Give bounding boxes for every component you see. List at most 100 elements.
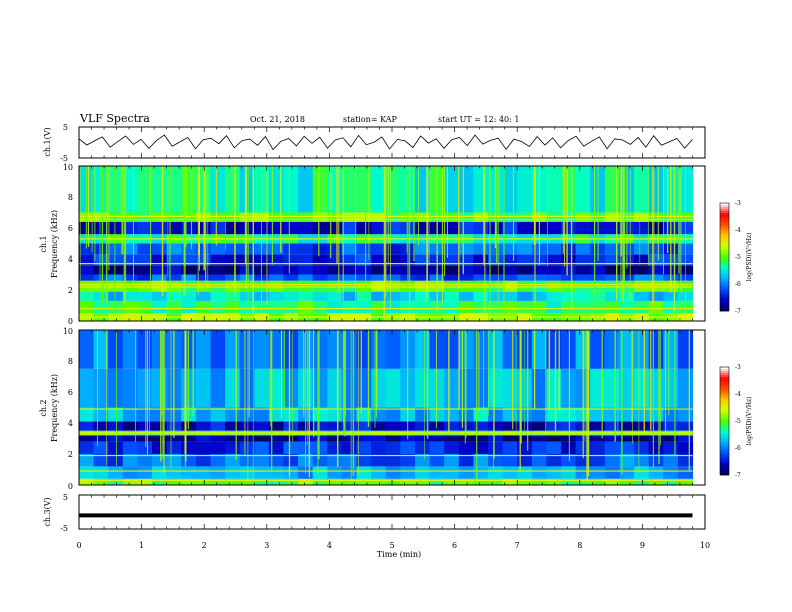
ch2-colorbar-step [720, 465, 729, 468]
ch1-spec-band-cell [488, 243, 504, 255]
ch1-spec-band-cell [341, 300, 358, 314]
ch1-spec-band-cell [444, 254, 460, 266]
ch1-spec-band-cell [210, 291, 226, 301]
ch1-spec-label: ch.1 [39, 235, 48, 252]
ch1-spec-band-cell [108, 212, 124, 222]
ch1-spec-band-cell [122, 300, 138, 314]
ch1-spec-band-cell [268, 212, 285, 222]
ch2-spec-band-cell [283, 478, 299, 485]
ch1-colorbar-step [720, 287, 729, 290]
ch2-colorbar-step [720, 395, 729, 398]
ch2-spec-band-cell [93, 435, 109, 442]
ch1-spec-band-cell [502, 280, 518, 292]
ch2-colorbar-step [720, 453, 729, 456]
ch1-colorbar-step [720, 259, 729, 262]
ch2-spec-band-cell [268, 454, 285, 467]
ch2-spec-band-cell [385, 454, 401, 467]
ch1-spec-band-cell [152, 212, 168, 222]
ch1-colorbar-step [720, 273, 729, 276]
ch2-spec-band-cell [619, 435, 635, 442]
ch2-spec-band-cell [429, 368, 445, 408]
ch2-spec-band-cell [166, 466, 182, 479]
ch1-spec-band-cell [239, 243, 255, 255]
ch1-colorbar-step [720, 275, 729, 278]
ch1-spec-band-cell [604, 274, 620, 281]
ch1-spec-band-cell [283, 243, 299, 255]
ch2-colorbar-step [720, 371, 729, 374]
ch2-spec-band-cell [283, 330, 299, 369]
ch1-spec-band-cell [488, 291, 504, 301]
ch2-spec-band-cell [517, 478, 533, 485]
ch2-spec-band-cell [517, 368, 533, 408]
ch1-spec-band-cell [181, 212, 197, 222]
ch2-spec-band-cell [663, 435, 679, 442]
ch1-spec-band-cell [444, 274, 460, 281]
ch2-spec-band-cell [561, 368, 577, 408]
ch2-spec-band-cell [268, 478, 285, 485]
ch2-spec-band-cell [634, 454, 650, 467]
ch2-colorbar-step [720, 461, 729, 464]
ch2-spec-band-cell [298, 478, 314, 485]
ch1-spec-band-cell [137, 274, 153, 281]
ch1-spec-band-cell [458, 280, 474, 292]
ch2-spec-band-cell [152, 368, 168, 408]
ch2-spec-band-cell [531, 407, 547, 422]
ch1-spec-band-cell [93, 212, 109, 222]
ch1-spec-band-cell [634, 300, 650, 314]
ch2-colorbar-step [720, 397, 729, 400]
ch2-spec-band-cell [385, 441, 401, 454]
ch2-spec-band-cell [634, 430, 650, 436]
ch2-spec-band-cell [473, 430, 489, 436]
ch1-colorbar-step [720, 251, 729, 254]
ch1-spec-band-cell [458, 300, 474, 314]
ch1-spec-band-cell [561, 280, 577, 292]
ch1-spec-band-cell [239, 166, 255, 213]
ch2-spec-band-cell [268, 430, 285, 436]
ch2-cb-tick-m3: -3 [735, 364, 741, 371]
ch1-spec-band-cell [327, 221, 343, 235]
ch1-spec-band-cell [415, 274, 431, 281]
ch1-colorbar-step [720, 293, 729, 296]
ch2-spec-band-cell [415, 466, 431, 479]
ch2-spec-band-cell [488, 407, 504, 422]
ch2-colorbar-label: log(PSD)(V²/Hz) [746, 397, 753, 446]
ch2-spec-band-cell [254, 368, 270, 408]
ch2-spec-band-cell [122, 435, 138, 442]
ch1-spec-band-cell [502, 254, 518, 266]
ch2-spec-band-cell [195, 435, 212, 442]
ch2-spec-band-cell [312, 368, 328, 408]
ch1-spec-band-cell [590, 300, 606, 314]
ch1-spec-band-cell [268, 166, 285, 213]
ch2-spec-band-cell [371, 478, 387, 485]
ch1-spec-band-cell [415, 254, 431, 266]
ch2-spec-band-cell [137, 330, 153, 369]
ch1-spec-band-cell [458, 221, 474, 235]
ch2-spec-band-cell [341, 466, 358, 479]
ch1-spec-band-cell [590, 274, 606, 281]
ch1-spec-band-cell [312, 291, 328, 301]
ch2-spec-band-cell [444, 435, 460, 442]
ch1-colorbar-step [720, 229, 729, 232]
ch2-spec-band-cell [415, 421, 431, 431]
ch1-spec-band-cell [444, 243, 460, 255]
ch1-spec-band-cell [108, 243, 124, 255]
ch1-spec-band-cell [415, 166, 431, 213]
ch2-spec-band-cell [152, 430, 168, 436]
ch1-spec-band-cell [268, 243, 285, 255]
ch1-spec-band-cell [327, 265, 343, 275]
ch1-spec-band-cell [648, 274, 664, 281]
ch1-colorbar-step [720, 277, 729, 280]
ch2-spec-band-cell [356, 478, 372, 485]
ch1-spec-band-cell [575, 274, 591, 281]
ch1-spec-band-cell [575, 300, 591, 314]
ch1-spec-band-cell [473, 254, 489, 266]
ch1-spec-band-cell [195, 280, 212, 292]
ch2-spec-band-cell [152, 421, 168, 431]
ch2-colorbar-step [720, 409, 729, 412]
ch1-spec-band-cell [575, 166, 591, 213]
ch1-spec-band-cell [152, 243, 168, 255]
ch2-spec-band-cell [225, 435, 241, 442]
ch1-spec-band-cell [122, 221, 138, 235]
ch1-spec-band-cell [341, 274, 358, 281]
ch1-colorbar-step [720, 305, 729, 308]
